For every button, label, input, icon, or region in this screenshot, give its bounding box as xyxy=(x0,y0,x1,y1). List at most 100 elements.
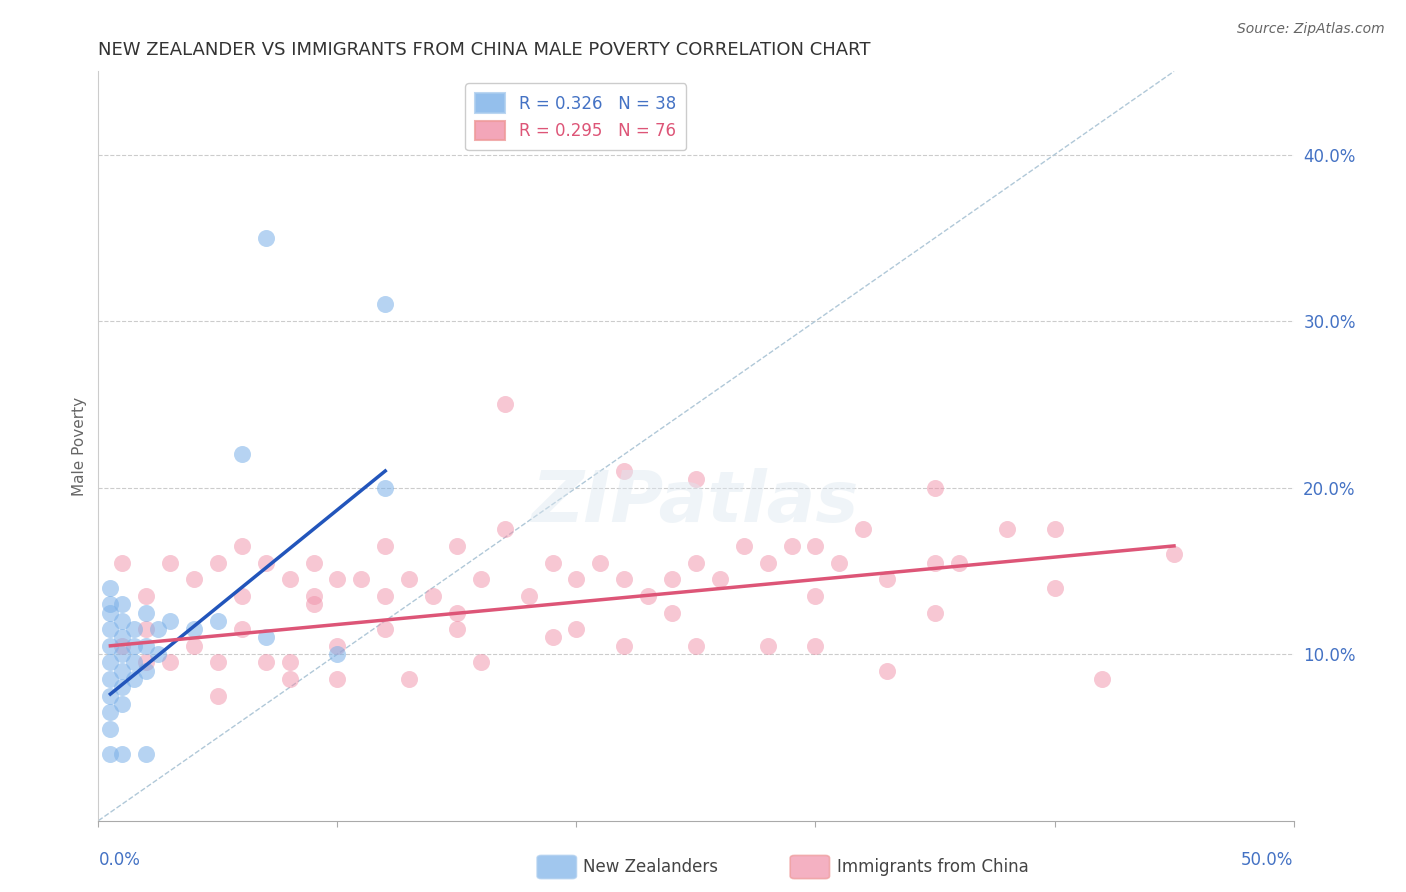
Point xyxy=(374,539,396,553)
Point xyxy=(924,556,946,570)
Point xyxy=(541,631,564,645)
Point xyxy=(111,697,134,711)
Point xyxy=(254,556,277,570)
Text: Source: ZipAtlas.com: Source: ZipAtlas.com xyxy=(1237,22,1385,37)
Point xyxy=(637,589,659,603)
Point xyxy=(98,689,122,703)
Point xyxy=(135,656,157,670)
Point xyxy=(278,672,301,686)
Point xyxy=(446,606,468,620)
Point xyxy=(470,656,492,670)
Text: ZIPatlas: ZIPatlas xyxy=(533,468,859,538)
Point xyxy=(183,639,205,653)
Point xyxy=(135,622,157,636)
Point xyxy=(111,664,134,678)
Point xyxy=(494,397,516,411)
Point xyxy=(398,572,420,586)
Text: 50.0%: 50.0% xyxy=(1241,851,1294,869)
Point xyxy=(183,572,205,586)
Text: NEW ZEALANDER VS IMMIGRANTS FROM CHINA MALE POVERTY CORRELATION CHART: NEW ZEALANDER VS IMMIGRANTS FROM CHINA M… xyxy=(98,41,870,59)
Point xyxy=(804,639,827,653)
Point xyxy=(517,589,540,603)
Point xyxy=(302,589,325,603)
Point xyxy=(231,589,253,603)
Point xyxy=(111,631,134,645)
Point xyxy=(207,656,229,670)
Point xyxy=(111,747,134,761)
Point xyxy=(98,656,122,670)
Point xyxy=(124,622,146,636)
Point xyxy=(207,689,229,703)
Point xyxy=(98,622,122,636)
Point xyxy=(98,597,122,611)
Point xyxy=(1043,522,1066,536)
Point xyxy=(685,556,707,570)
Point xyxy=(661,572,683,586)
Point xyxy=(685,639,707,653)
Y-axis label: Male Poverty: Male Poverty xyxy=(72,396,87,496)
Point xyxy=(828,556,851,570)
Point xyxy=(326,672,349,686)
Point xyxy=(148,622,170,636)
Point xyxy=(254,656,277,670)
Point xyxy=(278,656,301,670)
Legend: R = 0.326   N = 38, R = 0.295   N = 76: R = 0.326 N = 38, R = 0.295 N = 76 xyxy=(465,84,686,150)
Point xyxy=(278,572,301,586)
Point xyxy=(98,747,122,761)
Point xyxy=(661,606,683,620)
Point xyxy=(111,614,134,628)
Point xyxy=(231,622,253,636)
Point xyxy=(1043,581,1066,595)
Point xyxy=(111,681,134,695)
Point xyxy=(135,589,157,603)
Point xyxy=(756,639,779,653)
Point xyxy=(350,572,373,586)
Point xyxy=(852,522,875,536)
Point xyxy=(135,664,157,678)
Point xyxy=(541,556,564,570)
Point xyxy=(948,556,970,570)
Point xyxy=(98,639,122,653)
Point xyxy=(709,572,731,586)
Point xyxy=(374,481,396,495)
Point xyxy=(804,589,827,603)
Point xyxy=(374,622,396,636)
Point xyxy=(159,614,181,628)
Point xyxy=(254,231,277,245)
Point xyxy=(159,556,181,570)
Point xyxy=(254,631,277,645)
Point xyxy=(98,606,122,620)
Text: New Zealanders: New Zealanders xyxy=(583,858,718,876)
Point xyxy=(111,556,134,570)
Point xyxy=(111,597,134,611)
Point xyxy=(231,447,253,461)
Point xyxy=(374,589,396,603)
Point xyxy=(326,647,349,661)
Point xyxy=(613,639,636,653)
Point xyxy=(685,472,707,486)
Text: 0.0%: 0.0% xyxy=(98,851,141,869)
Point xyxy=(207,614,229,628)
Point xyxy=(924,481,946,495)
Point xyxy=(470,572,492,586)
Text: Immigrants from China: Immigrants from China xyxy=(837,858,1028,876)
Point xyxy=(98,581,122,595)
Point xyxy=(374,297,396,311)
Point xyxy=(995,522,1018,536)
Point xyxy=(326,639,349,653)
Point xyxy=(780,539,803,553)
Point xyxy=(565,572,588,586)
Point xyxy=(446,622,468,636)
Point xyxy=(183,622,205,636)
Point xyxy=(1163,547,1185,561)
Point xyxy=(159,656,181,670)
Point xyxy=(613,572,636,586)
Point xyxy=(231,539,253,553)
Point xyxy=(804,539,827,553)
Point xyxy=(1091,672,1114,686)
Point xyxy=(494,522,516,536)
Point xyxy=(207,556,229,570)
Point xyxy=(446,539,468,553)
Point xyxy=(135,606,157,620)
Point xyxy=(135,639,157,653)
